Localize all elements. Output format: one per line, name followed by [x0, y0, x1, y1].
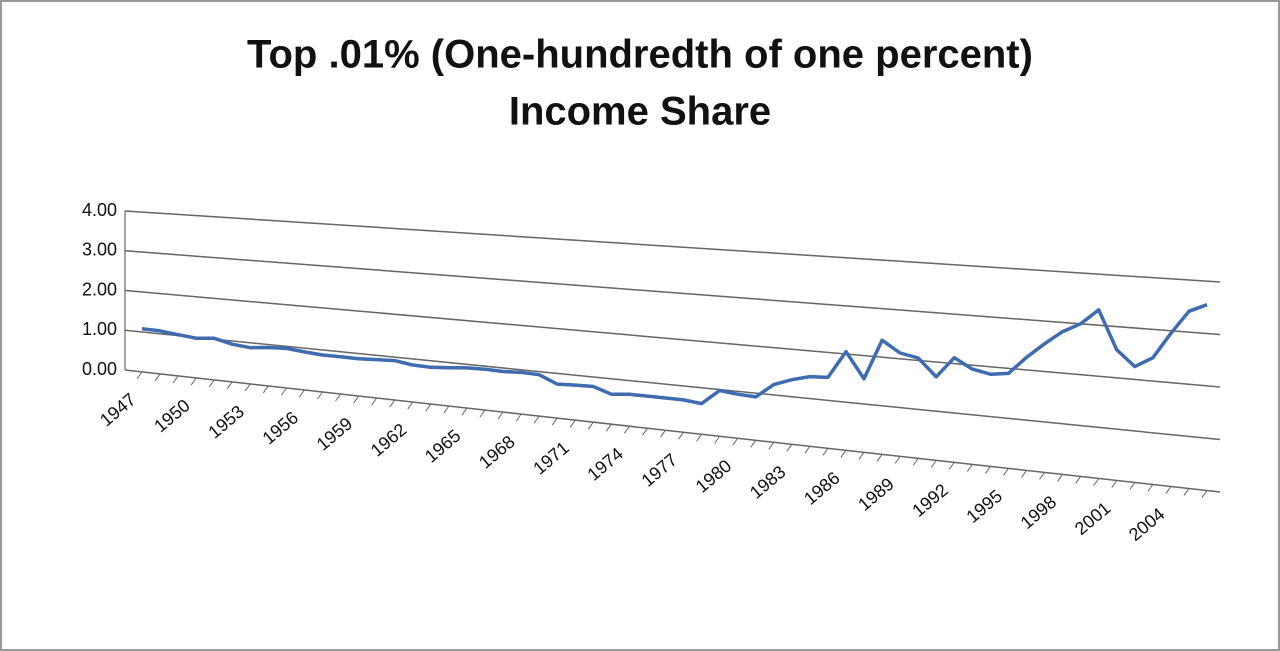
x-tick [154, 373, 161, 382]
x-tick [605, 423, 612, 432]
chart-title: Income Share [509, 90, 771, 134]
x-tick [750, 439, 757, 448]
x-tick [136, 371, 143, 380]
grid-line [124, 329, 1221, 441]
x-tick [623, 425, 630, 434]
x-tick [280, 387, 287, 396]
x-tick [190, 377, 197, 386]
x-tick [822, 448, 829, 456]
grid-line [124, 250, 1221, 336]
x-tick [768, 441, 775, 450]
x-tick [299, 389, 305, 398]
x-tick [317, 391, 323, 400]
x-tick [226, 381, 233, 390]
x-tick [244, 383, 251, 392]
x-tick [912, 458, 919, 466]
y-tick-label: 3.00 [82, 240, 117, 260]
grid-line [124, 369, 1221, 493]
y-tick-label: 0.00 [82, 359, 117, 379]
x-tick [1003, 468, 1009, 476]
x-tick [930, 460, 937, 468]
x-tick [208, 379, 215, 388]
x-tick [1147, 484, 1154, 492]
x-tick [353, 395, 360, 404]
x-tick [371, 397, 378, 406]
x-tick [497, 411, 504, 420]
x-tick [1165, 486, 1172, 494]
x-tick [407, 401, 414, 410]
y-tick-label: 1.00 [82, 319, 117, 339]
x-tick [678, 431, 684, 440]
x-tick [1039, 472, 1045, 480]
x-tick [984, 466, 991, 474]
x-tick [479, 409, 486, 418]
x-tick [1111, 480, 1118, 488]
x-tick [858, 452, 865, 460]
x-tick [714, 435, 721, 444]
x-tick [262, 385, 269, 394]
x-tick [1129, 482, 1136, 490]
x-tick [876, 454, 883, 462]
x-tick [786, 444, 793, 452]
x-tick [443, 405, 450, 414]
x-tick [1183, 488, 1190, 496]
grid-line [124, 289, 1221, 388]
x-tick [533, 415, 540, 424]
x-tick [172, 375, 179, 384]
x-tick [966, 464, 973, 472]
chart-title: Top .01% (One-hundredth of one percent) [247, 33, 1033, 77]
x-tick [1201, 490, 1208, 498]
x-tick [461, 407, 468, 416]
x-tick [696, 433, 702, 442]
x-tick [1057, 474, 1064, 482]
x-tick [732, 437, 739, 446]
y-tick-label: 4.00 [82, 200, 117, 220]
x-tick [804, 446, 811, 454]
x-tick [1021, 470, 1027, 478]
x-tick [335, 393, 341, 402]
x-tick [840, 450, 847, 458]
x-tick [1075, 476, 1082, 484]
x-tick [660, 429, 666, 438]
x-tick [894, 456, 901, 464]
y-tick-label: 2.00 [82, 279, 117, 299]
x-tick [1093, 478, 1100, 486]
data-line [141, 303, 1208, 406]
x-tick [389, 399, 396, 408]
x-tick [425, 403, 432, 412]
x-tick [569, 419, 576, 428]
grid-line [124, 210, 1221, 283]
x-tick [587, 421, 594, 430]
x-tick [515, 413, 522, 422]
x-tick [642, 427, 648, 436]
x-tick [551, 417, 558, 426]
x-tick [948, 462, 955, 470]
